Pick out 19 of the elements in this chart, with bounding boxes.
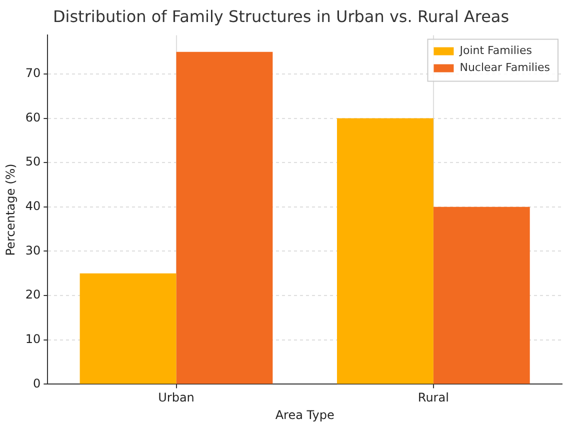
y-tick-label: 50 [25, 154, 41, 169]
y-tick-label: 40 [25, 199, 41, 214]
x-tick-label: Urban [158, 390, 194, 405]
y-tick-label: 10 [25, 332, 41, 346]
bar [176, 52, 273, 384]
chart-title: Distribution of Family Structures in Urban vs. Rural Areas [52, 6, 510, 26]
bar [80, 273, 176, 384]
y-tick-label: 60 [25, 110, 41, 124]
legend-label: Joint Families [458, 44, 532, 58]
y-tick-label: 20 [25, 288, 41, 302]
y-axis-title: Percentage (%) [3, 164, 18, 256]
bar [336, 118, 434, 384]
x-tick-label: Rural [418, 390, 449, 405]
x-axis-title: Area Type [275, 408, 334, 422]
y-tick-label: 0 [33, 376, 41, 390]
y-tick-label: 70 [25, 66, 41, 80]
bar [433, 206, 530, 384]
legend-label: Nuclear Families [460, 61, 550, 74]
y-tick-label: 30 [25, 243, 41, 258]
